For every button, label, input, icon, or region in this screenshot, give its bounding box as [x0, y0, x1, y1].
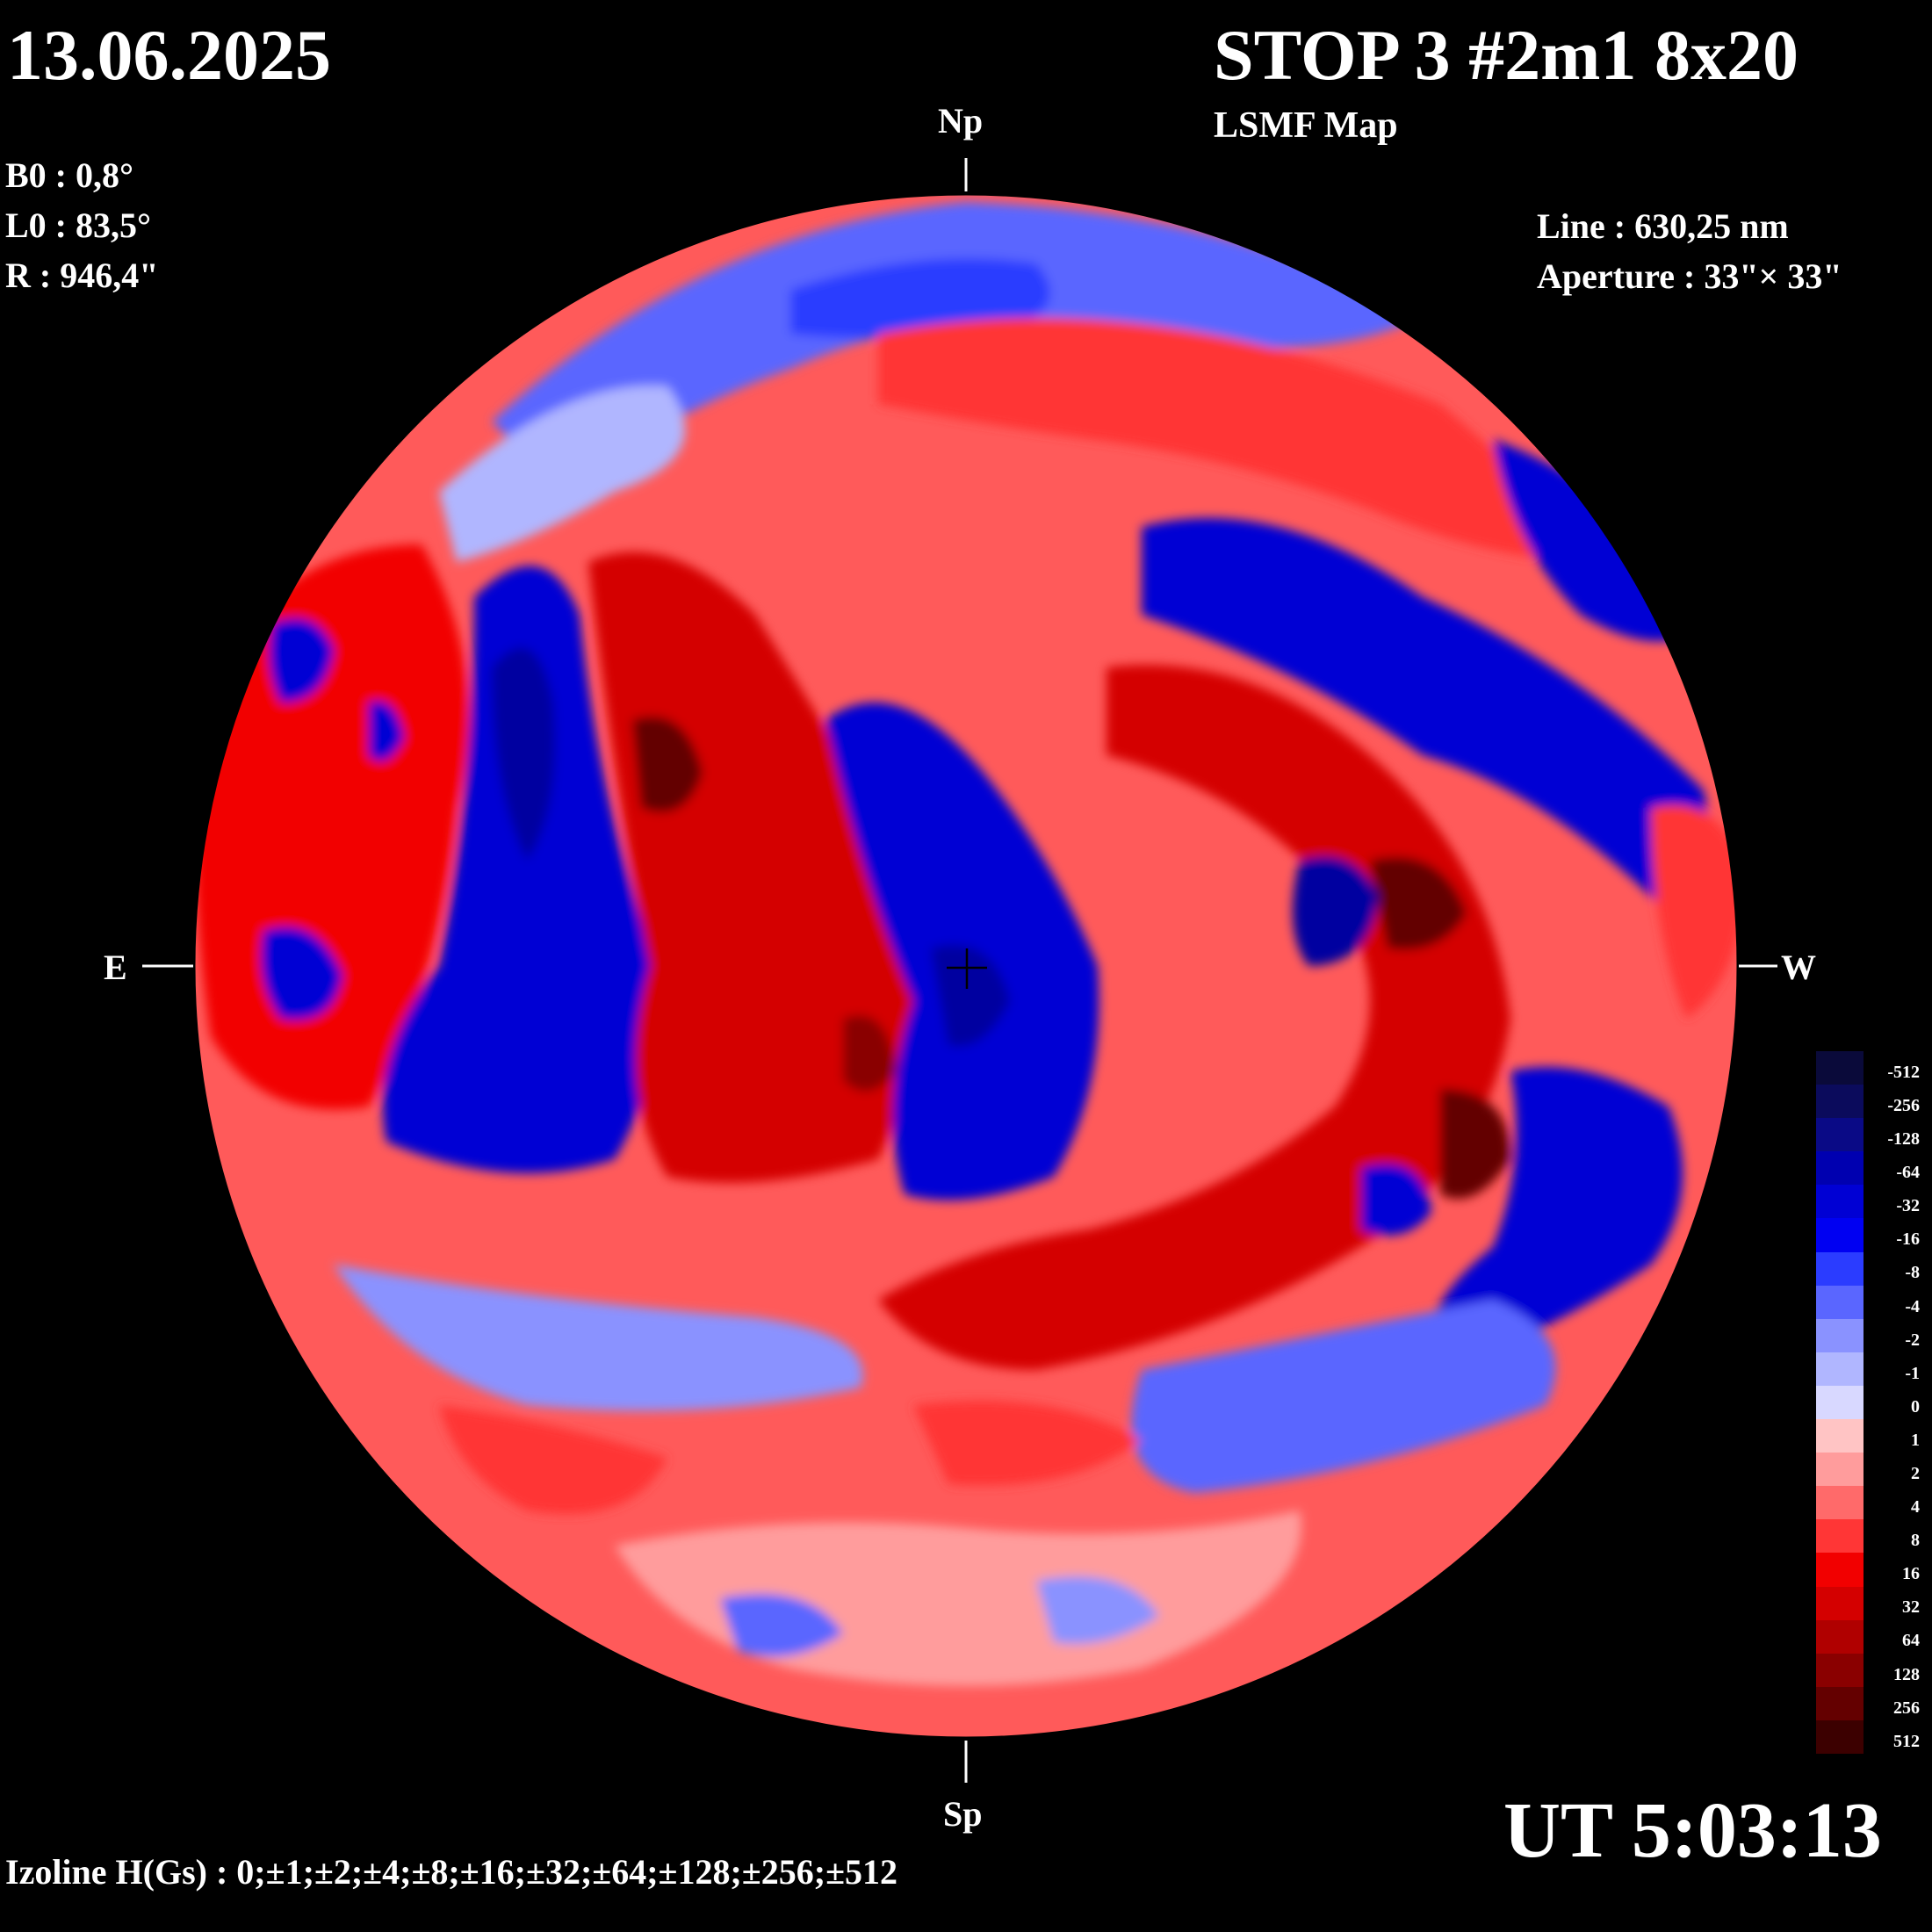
legend-swatch	[1816, 1419, 1864, 1453]
legend-label: 2	[1911, 1464, 1920, 1483]
radius-label: R : 946,4"	[5, 256, 159, 295]
magnetic-field-pattern	[195, 195, 1737, 1737]
izoline-label: Izoline H(Gs) : 0;±1;±2;±4;±8;±16;±32;±6…	[5, 1852, 898, 1892]
date-label: 13.06.2025	[7, 15, 331, 95]
legend-label: 512	[1893, 1731, 1920, 1751]
legend-label: -512	[1887, 1062, 1920, 1082]
legend-swatch	[1816, 1385, 1864, 1420]
legend-label: 8	[1911, 1531, 1920, 1551]
legend-swatch	[1816, 1553, 1864, 1588]
legend-swatch	[1816, 1586, 1864, 1621]
legend-label: -4	[1905, 1296, 1920, 1316]
legend-swatch	[1816, 1051, 1864, 1085]
legend-swatch	[1816, 1719, 1864, 1755]
legend-label: -2	[1905, 1330, 1920, 1350]
line-label: Line : 630,25 nm	[1537, 206, 1789, 246]
legend-swatch	[1816, 1218, 1864, 1253]
legend-swatch	[1816, 1352, 1864, 1387]
legend-swatch	[1816, 1486, 1864, 1520]
legend-swatch	[1816, 1118, 1864, 1152]
legend-label: 0	[1911, 1396, 1920, 1417]
aperture-label: Aperture : 33"× 33"	[1537, 256, 1842, 296]
legend-label: 4	[1911, 1497, 1920, 1517]
legend-swatch	[1816, 1285, 1864, 1320]
legend-label: -128	[1887, 1129, 1920, 1150]
legend-label: -16	[1896, 1229, 1920, 1250]
legend-label: -256	[1887, 1095, 1920, 1115]
legend-swatch	[1816, 1519, 1864, 1554]
legend-label: 128	[1893, 1664, 1920, 1684]
center-crosshair-icon	[947, 948, 987, 989]
legend-label: 256	[1893, 1698, 1920, 1718]
legend-label: -1	[1905, 1363, 1920, 1383]
station-title: STOP 3 #2m1 8x20	[1214, 15, 1799, 95]
legend-swatch	[1816, 1453, 1864, 1487]
legend-swatch	[1816, 1318, 1864, 1353]
legend-label: 1	[1911, 1430, 1920, 1450]
legend-label: -8	[1905, 1263, 1920, 1283]
south-pole-label: Sp	[943, 1794, 983, 1834]
north-pole-label: Np	[938, 101, 984, 141]
legend-swatch	[1816, 1686, 1864, 1721]
legend-swatch	[1816, 1653, 1864, 1688]
l0-label: L0 : 83,5°	[5, 205, 151, 245]
legend-label: -64	[1896, 1163, 1920, 1183]
legend-label: 32	[1902, 1597, 1920, 1618]
legend-swatch	[1816, 1151, 1864, 1186]
ut-time-label: UT 5:03:13	[1503, 1787, 1882, 1874]
legend-swatch	[1816, 1085, 1864, 1119]
legend-label: 16	[1902, 1564, 1920, 1584]
map-type-label: LSMF Map	[1214, 105, 1398, 146]
east-label: E	[104, 948, 127, 987]
legend-label: -32	[1896, 1196, 1920, 1216]
legend-swatch	[1816, 1619, 1864, 1654]
legend-swatch	[1816, 1185, 1864, 1219]
legend-swatch	[1816, 1251, 1864, 1287]
legend-label: 64	[1902, 1631, 1920, 1651]
color-legend: -512 -256 -128 -64 -32 -16 -8 -4 -2 -1 0 1 2 4 8 16 32 64…	[1816, 1051, 1920, 1755]
west-label: W	[1781, 948, 1816, 987]
b0-label: B0 : 0,8°	[5, 155, 133, 195]
